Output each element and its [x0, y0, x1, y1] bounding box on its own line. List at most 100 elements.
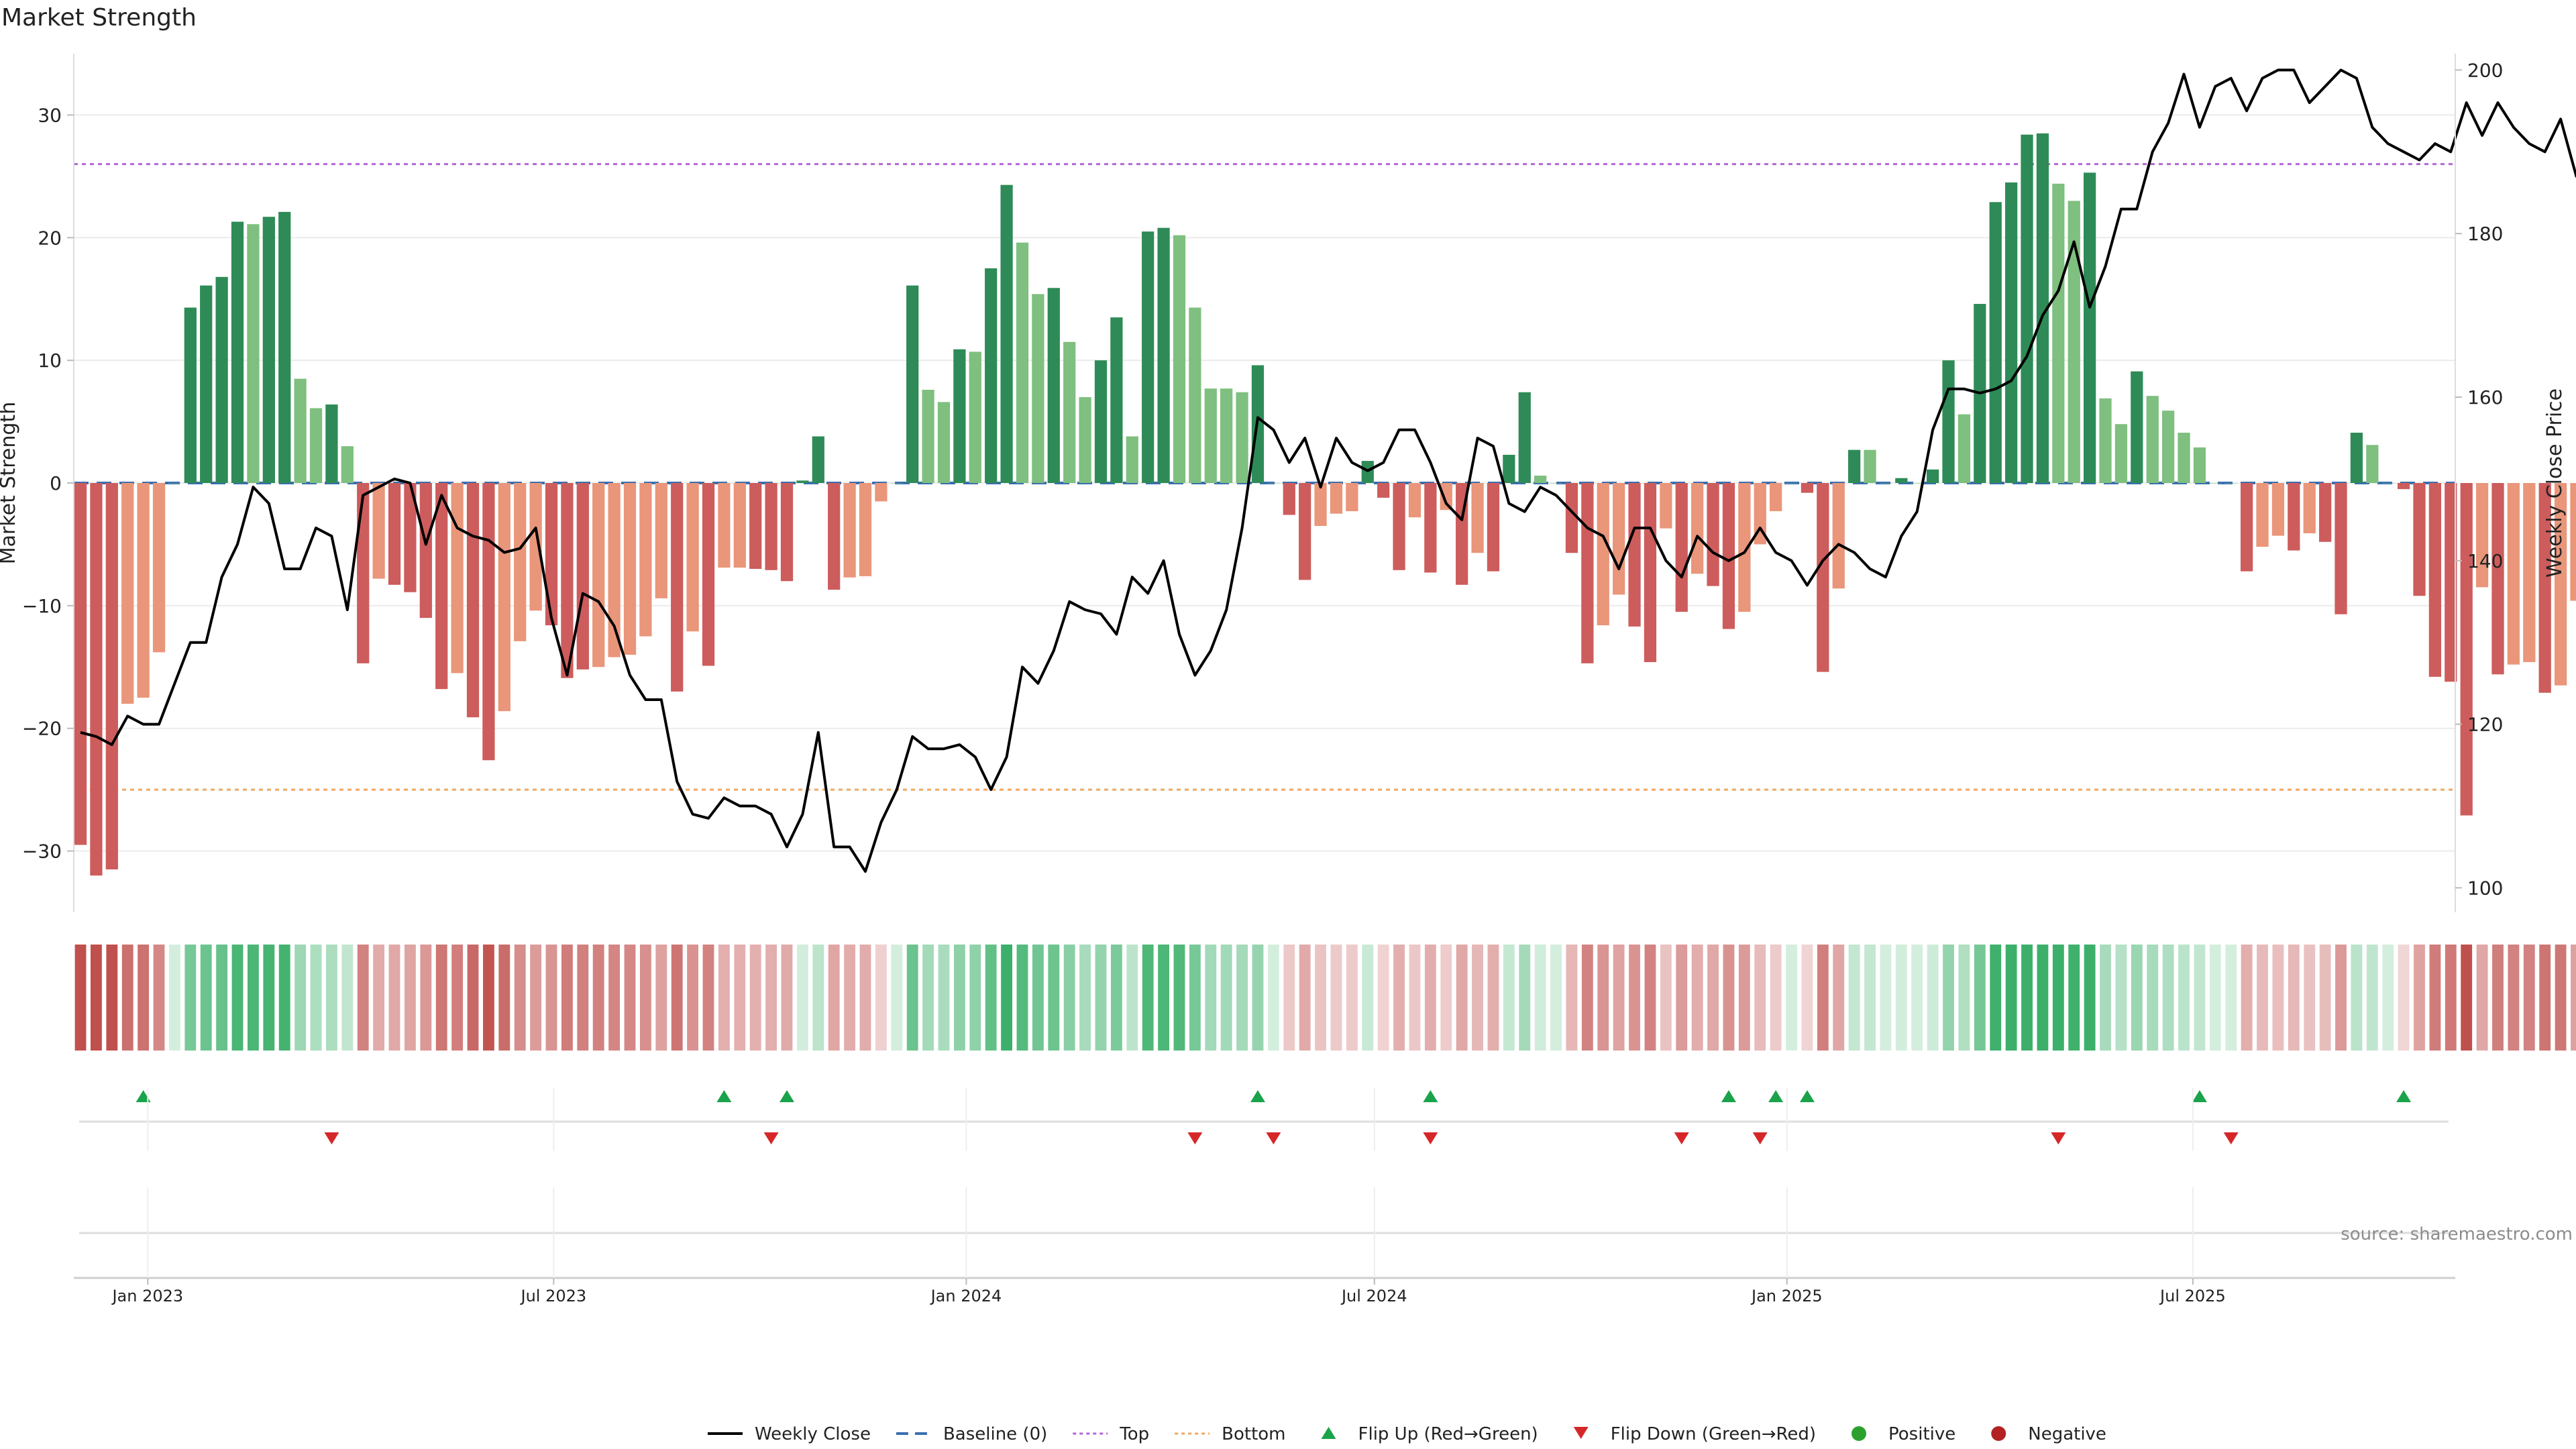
heat-cell [2068, 945, 2080, 1051]
heat-cell [2005, 945, 2017, 1051]
strength-bar [561, 483, 574, 678]
heat-cell [1629, 945, 1640, 1051]
heat-cell [844, 945, 856, 1051]
heat-cell [2366, 945, 2378, 1051]
heat-cell [812, 945, 824, 1051]
strength-bar [671, 483, 684, 692]
strength-bar [74, 483, 87, 845]
strength-bar [1518, 392, 1531, 483]
strength-bar [2178, 433, 2190, 483]
source-label: source: sharemaestro.com [2341, 1224, 2573, 1244]
heat-cell [1315, 945, 1326, 1051]
heat-cell [1236, 945, 1248, 1051]
heat-cell [2461, 945, 2473, 1051]
heat-cell [467, 945, 479, 1051]
x-tick-label: Jan 2025 [1750, 1287, 1823, 1305]
strength-bar [1267, 483, 1280, 484]
strength-bar [1785, 483, 1798, 484]
strength-bar [419, 483, 432, 619]
strength-bar [309, 408, 323, 483]
flip-down-marker [324, 1132, 339, 1144]
x-tick-label: Jul 2024 [1340, 1287, 1407, 1305]
legend-item: Top [1073, 1424, 1149, 1444]
heat-cell [938, 945, 950, 1051]
strength-bar [1110, 317, 1123, 483]
legend-item: Weekly Close [708, 1424, 871, 1444]
heat-cell [325, 945, 337, 1051]
heat-cell [310, 945, 322, 1051]
heat-cell [1911, 945, 1923, 1051]
y2-axis-label: Weekly Close Price [2543, 388, 2567, 578]
legend-item: Positive [1851, 1424, 1955, 1444]
strength-heat-strip [74, 945, 2576, 1051]
strength-bar [765, 483, 777, 570]
strength-bar [262, 217, 275, 483]
heat-cell [1456, 945, 1468, 1051]
y2-tick-label: 120 [2467, 714, 2503, 736]
strength-bar [702, 483, 715, 666]
strength-bar [529, 483, 542, 611]
legend-swatch-flip-down [1573, 1427, 1589, 1439]
strength-bar [718, 483, 731, 568]
strength-bar [2538, 483, 2551, 693]
strength-bar [2068, 201, 2080, 483]
strength-bar [780, 483, 794, 582]
y-tick-label: −10 [22, 595, 62, 617]
heat-cell [1079, 945, 1091, 1051]
legend-swatch-circle [1991, 1426, 2006, 1441]
heat-cell [294, 945, 307, 1051]
heat-cell [1848, 945, 1860, 1051]
strength-bar [1879, 483, 1892, 484]
strength-bar [2334, 483, 2347, 614]
heat-cell [608, 945, 621, 1051]
heat-cell [1220, 945, 1232, 1051]
heat-cell [74, 945, 87, 1051]
x-tick-label: Jan 2023 [111, 1287, 183, 1305]
strength-bar [1534, 476, 1547, 483]
heat-cell [1691, 945, 1703, 1051]
strength-bar [1644, 483, 1657, 662]
heat-cell [263, 945, 275, 1051]
heat-cell [1126, 945, 1138, 1051]
strength-bar [623, 483, 637, 655]
heat-cell [1472, 945, 1483, 1051]
heat-cell [765, 945, 777, 1051]
strength-bar [388, 483, 401, 585]
strength-bar [639, 483, 652, 637]
strength-bar [1927, 469, 1939, 483]
heat-cell [718, 945, 730, 1051]
heat-cell [1738, 945, 1750, 1051]
strength-bar [1628, 483, 1641, 627]
strength-bar [2209, 483, 2222, 484]
strength-bar [1738, 483, 1751, 612]
heat-cell [1330, 945, 1342, 1051]
flip-down-marker [763, 1132, 779, 1144]
heat-cell [545, 945, 557, 1051]
legend-item: Bottom [1175, 1424, 1286, 1444]
heat-cell [1189, 945, 1201, 1051]
heat-cell [1409, 945, 1421, 1051]
strength-bar [592, 483, 605, 667]
legend-swatch-flip-up [1321, 1427, 1336, 1439]
strength-bar [686, 483, 699, 632]
heat-cell [1063, 945, 1075, 1051]
strength-bar [1770, 483, 1782, 512]
strength-bar [2523, 483, 2536, 662]
heat-cell [2492, 945, 2504, 1051]
strength-bar [1675, 483, 1688, 612]
heat-cell [577, 945, 589, 1051]
strength-bar [2366, 445, 2379, 483]
strength-bar [1063, 341, 1076, 483]
bottom-panel [74, 1232, 2455, 1279]
heat-cell [1519, 945, 1531, 1051]
strength-bar [90, 483, 103, 876]
strength-bar [2507, 483, 2520, 665]
heat-cell [1377, 945, 1389, 1051]
legend-label: Weekly Close [755, 1424, 871, 1444]
heat-cell [2351, 945, 2363, 1051]
heat-cell [2100, 945, 2111, 1051]
legend-item: Flip Down (Green→Red) [1573, 1424, 1816, 1444]
heat-cell [1048, 945, 1060, 1051]
heat-cell [2539, 945, 2551, 1051]
